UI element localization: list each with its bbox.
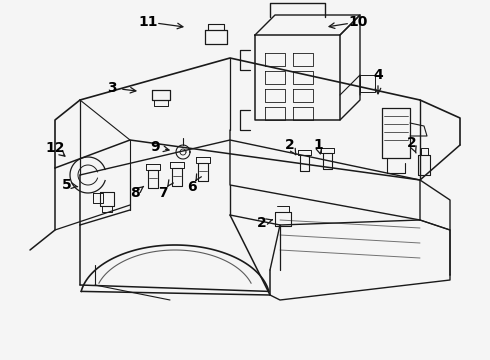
Text: 2: 2 bbox=[407, 136, 417, 150]
Text: 11: 11 bbox=[138, 15, 158, 29]
Text: 12: 12 bbox=[45, 141, 65, 155]
Text: 8: 8 bbox=[130, 186, 140, 200]
Text: 2: 2 bbox=[285, 138, 295, 152]
Text: 1: 1 bbox=[313, 138, 323, 152]
Text: 7: 7 bbox=[158, 186, 168, 200]
Text: 10: 10 bbox=[348, 15, 368, 29]
Text: 5: 5 bbox=[62, 178, 72, 192]
Text: 2: 2 bbox=[257, 216, 267, 230]
Text: 4: 4 bbox=[373, 68, 383, 82]
Text: 3: 3 bbox=[107, 81, 117, 95]
Text: 9: 9 bbox=[150, 140, 160, 154]
Text: 6: 6 bbox=[187, 180, 197, 194]
